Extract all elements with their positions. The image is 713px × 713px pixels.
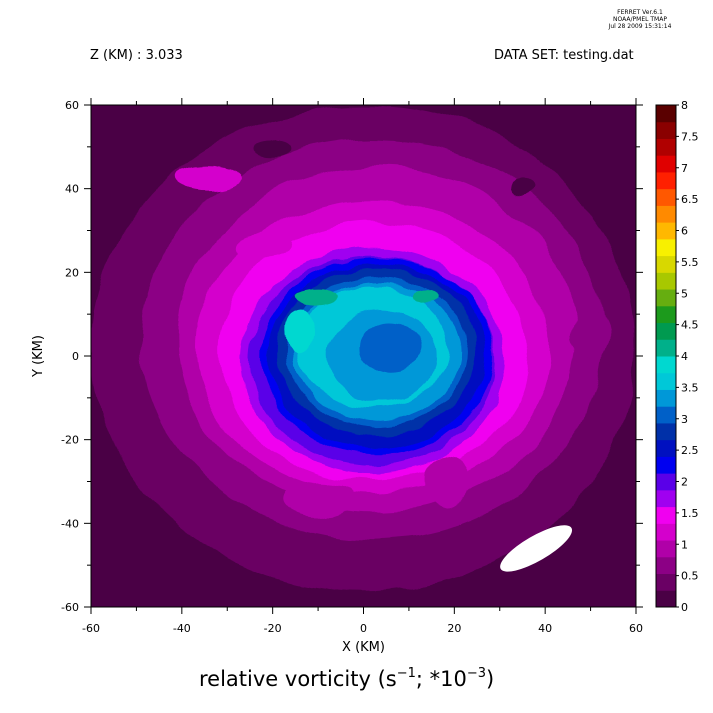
- colorbar-swatch: [656, 255, 676, 273]
- colorbar-swatch: [656, 105, 676, 123]
- colorbar-swatch: [656, 389, 676, 407]
- contour-blob-5: [254, 138, 291, 156]
- colorbar-label: 5.5: [681, 256, 699, 269]
- x-tick-label: -40: [173, 622, 191, 635]
- colorbar-swatch: [656, 372, 676, 390]
- colorbar-swatch: [656, 272, 676, 290]
- contour-blob-1: [177, 163, 241, 189]
- contour-blob-6: [508, 180, 537, 198]
- contour-blob-3: [422, 456, 468, 507]
- colorbar-swatch: [656, 155, 676, 173]
- colorbar-swatch: [656, 238, 676, 257]
- y-tick-label: 40: [65, 183, 79, 196]
- colorbar: 0 0.5 1 1.5 2 2.5 3 3.5 4 4.5 5 5.5 6 6.5 7 7.5 8: [655, 99, 699, 614]
- caption-mid: ; *10: [415, 667, 467, 691]
- caption-exponent-1: −1: [396, 666, 416, 681]
- colorbar-label: 4.5: [681, 319, 699, 332]
- colorbar-label: 4: [681, 350, 688, 363]
- core-maximum-3: [286, 309, 314, 352]
- colorbar-label: 7: [681, 162, 688, 175]
- colorbar-label: 6: [681, 225, 688, 238]
- caption-main: relative vorticity (s: [199, 667, 397, 691]
- colorbar-swatch: [656, 171, 676, 190]
- colorbar-label: 0: [681, 601, 688, 614]
- colorbar-label: 0.5: [681, 570, 699, 583]
- colorbar-swatch: [656, 289, 676, 307]
- plot-axes: -60 -40 -20 0 20 40 60 -60 -40 -20 0 20 40 60 X (KM) Y …: [31, 98, 643, 655]
- ferret-stamp: FERRET Ver.6.1 NOAA/PMEL TMAP Jul 28 200…: [590, 9, 690, 30]
- x-tick-label: 40: [538, 622, 552, 635]
- vorticity-field: [91, 105, 636, 607]
- colorbar-swatch: [656, 573, 676, 591]
- chart-caption: relative vorticity (s−1; *10−3): [199, 666, 494, 691]
- core-maximum-2: [413, 291, 441, 304]
- colorbar-label: 8: [681, 99, 688, 112]
- core-band-10: [358, 322, 423, 373]
- y-tick-label: 60: [65, 99, 79, 112]
- colorbar-label: 1.5: [681, 507, 699, 520]
- colorbar-swatch: [656, 339, 676, 357]
- colorbar-label: 1: [681, 538, 688, 551]
- colorbar-swatch: [656, 473, 676, 491]
- y-tick-label: 20: [65, 266, 79, 279]
- colorbar-label: 3.5: [681, 381, 699, 394]
- colorbar-label: 5: [681, 287, 688, 300]
- colorbar-swatch: [656, 590, 676, 608]
- colorbar-swatch: [656, 406, 676, 424]
- colorbar-swatch: [656, 422, 676, 441]
- colorbar-label: 3: [681, 413, 688, 426]
- colorbar-swatch: [656, 356, 676, 374]
- x-tick-label: 0: [360, 622, 367, 635]
- caption-exponent-2: −3: [466, 666, 487, 681]
- colorbar-swatch: [656, 138, 676, 156]
- caption-end: ): [486, 667, 495, 691]
- colorbar-label: 2: [681, 476, 688, 489]
- core-contours: [240, 247, 505, 474]
- x-tick-label: 60: [629, 622, 643, 635]
- colorbar-swatch: [656, 439, 676, 457]
- colorbar-swatch: [656, 540, 676, 558]
- y-tick-label: -40: [61, 517, 79, 530]
- colorbar-label: 2.5: [681, 444, 699, 457]
- colorbar-swatch: [656, 456, 676, 474]
- colorbar-label: 6.5: [681, 193, 699, 206]
- colorbar-swatch: [656, 506, 676, 524]
- colorbar-swatch: [656, 489, 676, 508]
- missing-data-region: [500, 525, 573, 572]
- y-tick-label: -60: [61, 601, 79, 614]
- y-tick-label: -20: [61, 434, 79, 447]
- x-axis-label: X (KM): [342, 640, 385, 655]
- y-tick-label: 0: [72, 350, 79, 363]
- z-level-label: Z (KM) : 3.033: [90, 48, 183, 63]
- x-tick-label: -60: [82, 622, 100, 635]
- x-tick-label: 20: [447, 622, 461, 635]
- colorbar-swatch: [656, 523, 676, 541]
- contour-blob-4: [281, 481, 355, 515]
- colorbar-swatch: [656, 322, 676, 340]
- colorbar-swatch: [656, 188, 676, 206]
- colorbar-swatch: [656, 121, 676, 139]
- stamp-line-3: Jul 28 2009 15:31:14: [608, 23, 672, 30]
- y-axis-label: Y (KM): [31, 335, 46, 378]
- colorbar-swatch: [656, 222, 676, 240]
- colorbar-swatch: [656, 556, 676, 575]
- x-tick-label: -20: [264, 622, 282, 635]
- stamp-line-1: FERRET Ver.6.1: [617, 9, 663, 16]
- dataset-label: DATA SET: testing.dat: [494, 48, 634, 63]
- colorbar-swatch: [656, 305, 676, 324]
- colorbar-swatch: [656, 205, 676, 223]
- stamp-line-2: NOAA/PMEL TMAP: [613, 16, 667, 23]
- contour-blob-2: [236, 234, 291, 260]
- contour-blob-7: [572, 309, 609, 361]
- colorbar-label: 7.5: [681, 130, 699, 143]
- core-maximum-1: [295, 289, 341, 306]
